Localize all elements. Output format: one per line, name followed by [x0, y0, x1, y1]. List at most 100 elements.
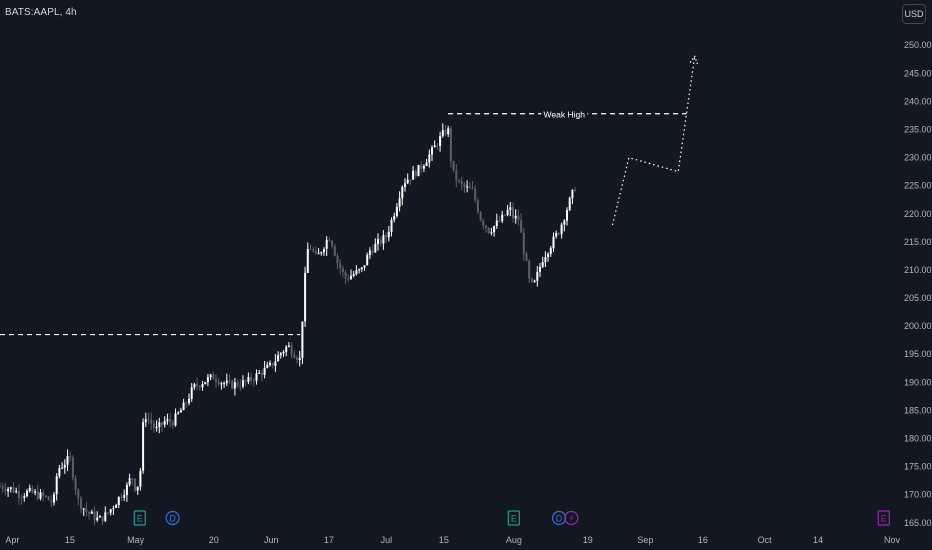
candle: [77, 488, 80, 506]
event-earnings-marker[interactable]: E: [507, 510, 520, 526]
candle-body: [93, 511, 96, 521]
candle-body: [417, 165, 420, 177]
candle: [104, 506, 107, 523]
price-tick-label: 220.00: [904, 209, 932, 219]
candle-body: [71, 457, 74, 478]
candle-body: [568, 198, 571, 211]
candle: [544, 251, 547, 268]
candle-body: [217, 381, 220, 385]
candle-body: [444, 129, 447, 135]
candle-body: [190, 387, 193, 399]
candle: [449, 126, 452, 168]
candle: [44, 494, 47, 499]
candle-body: [123, 495, 126, 498]
candle: [263, 361, 266, 379]
candle-body: [96, 517, 99, 521]
candle-body: [198, 386, 201, 388]
event-split-marker[interactable]: ⚡: [564, 510, 579, 526]
candle: [12, 482, 15, 494]
price-tick-label: 180.00: [904, 433, 932, 443]
candle: [428, 149, 431, 168]
candle: [282, 350, 285, 358]
candle: [368, 247, 371, 259]
candle-body: [66, 456, 69, 465]
candle: [28, 484, 31, 493]
candle-body: [333, 246, 336, 256]
candle-body: [223, 383, 226, 385]
candle: [209, 373, 212, 381]
time-tick-label: 15: [439, 535, 449, 545]
candle-body: [366, 254, 369, 266]
candle: [493, 225, 496, 237]
candle-body: [503, 214, 506, 216]
candle-body: [182, 402, 185, 411]
candle-body: [101, 516, 104, 522]
candle: [85, 502, 88, 517]
candle: [117, 496, 120, 508]
candle: [571, 189, 574, 205]
event-earnings-marker[interactable]: E: [877, 510, 890, 526]
candle-body: [174, 413, 177, 426]
candle-body: [134, 478, 136, 491]
event-dividend-marker[interactable]: D: [551, 510, 567, 526]
candle-body: [455, 170, 458, 181]
candle: [147, 412, 150, 425]
candle: [485, 224, 487, 233]
candle-body: [139, 470, 142, 487]
earnings-letter: E: [881, 514, 887, 524]
candle: [541, 256, 544, 269]
candle: [547, 252, 550, 262]
time-axis[interactable]: Apr 15 May 20 Jun 17 Jul 15 Aug 19 Sep 16 Oct 14 Nov: [5, 535, 900, 545]
candle-body: [341, 268, 344, 272]
candle: [536, 266, 539, 287]
price-tick-label: 250.00: [904, 40, 932, 50]
candle-body: [566, 210, 568, 221]
candle-body: [339, 263, 342, 269]
candle: [285, 345, 288, 357]
candle-body: [107, 512, 109, 514]
candle: [312, 246, 315, 253]
candle: [517, 209, 520, 226]
candle-body: [69, 456, 72, 458]
candle-body: [274, 361, 277, 366]
price-axis[interactable]: 165.00 170.00 175.00 180.00 185.00 190.00 195.…: [904, 40, 932, 528]
dividend-icon: [165, 510, 180, 526]
candle-body: [493, 226, 496, 233]
candle: [39, 488, 42, 501]
candle: [269, 360, 271, 367]
candle: [422, 164, 425, 173]
candle-body: [385, 235, 388, 238]
candle-body: [487, 227, 490, 233]
candle: [231, 379, 234, 390]
candle: [339, 259, 342, 275]
candle-body: [196, 384, 199, 387]
candle-body: [212, 374, 215, 380]
candle-body: [28, 487, 31, 491]
currency-button[interactable]: USD: [902, 4, 926, 24]
time-tick-label: Nov: [884, 535, 901, 545]
candle: [382, 230, 385, 250]
candle: [47, 495, 50, 501]
candle: [101, 515, 104, 525]
candle: [490, 227, 493, 236]
candle-body: [360, 267, 363, 270]
candle: [363, 265, 366, 271]
candle-body: [47, 496, 50, 501]
candle: [366, 252, 369, 266]
candle-body: [236, 382, 239, 386]
price-tick-label: 245.00: [904, 68, 932, 78]
candle-body: [150, 419, 153, 424]
candle-body: [571, 189, 574, 199]
candle: [188, 393, 190, 406]
event-dividend-marker[interactable]: D: [165, 510, 180, 526]
candle-body: [401, 186, 404, 199]
candle: [20, 494, 23, 505]
candle-body: [514, 215, 517, 219]
candle: [177, 411, 180, 415]
candle-body: [252, 380, 255, 382]
candle-body: [39, 492, 42, 499]
candle-body: [506, 209, 509, 215]
event-earnings-marker[interactable]: E: [133, 510, 146, 526]
candle-body: [277, 355, 280, 362]
